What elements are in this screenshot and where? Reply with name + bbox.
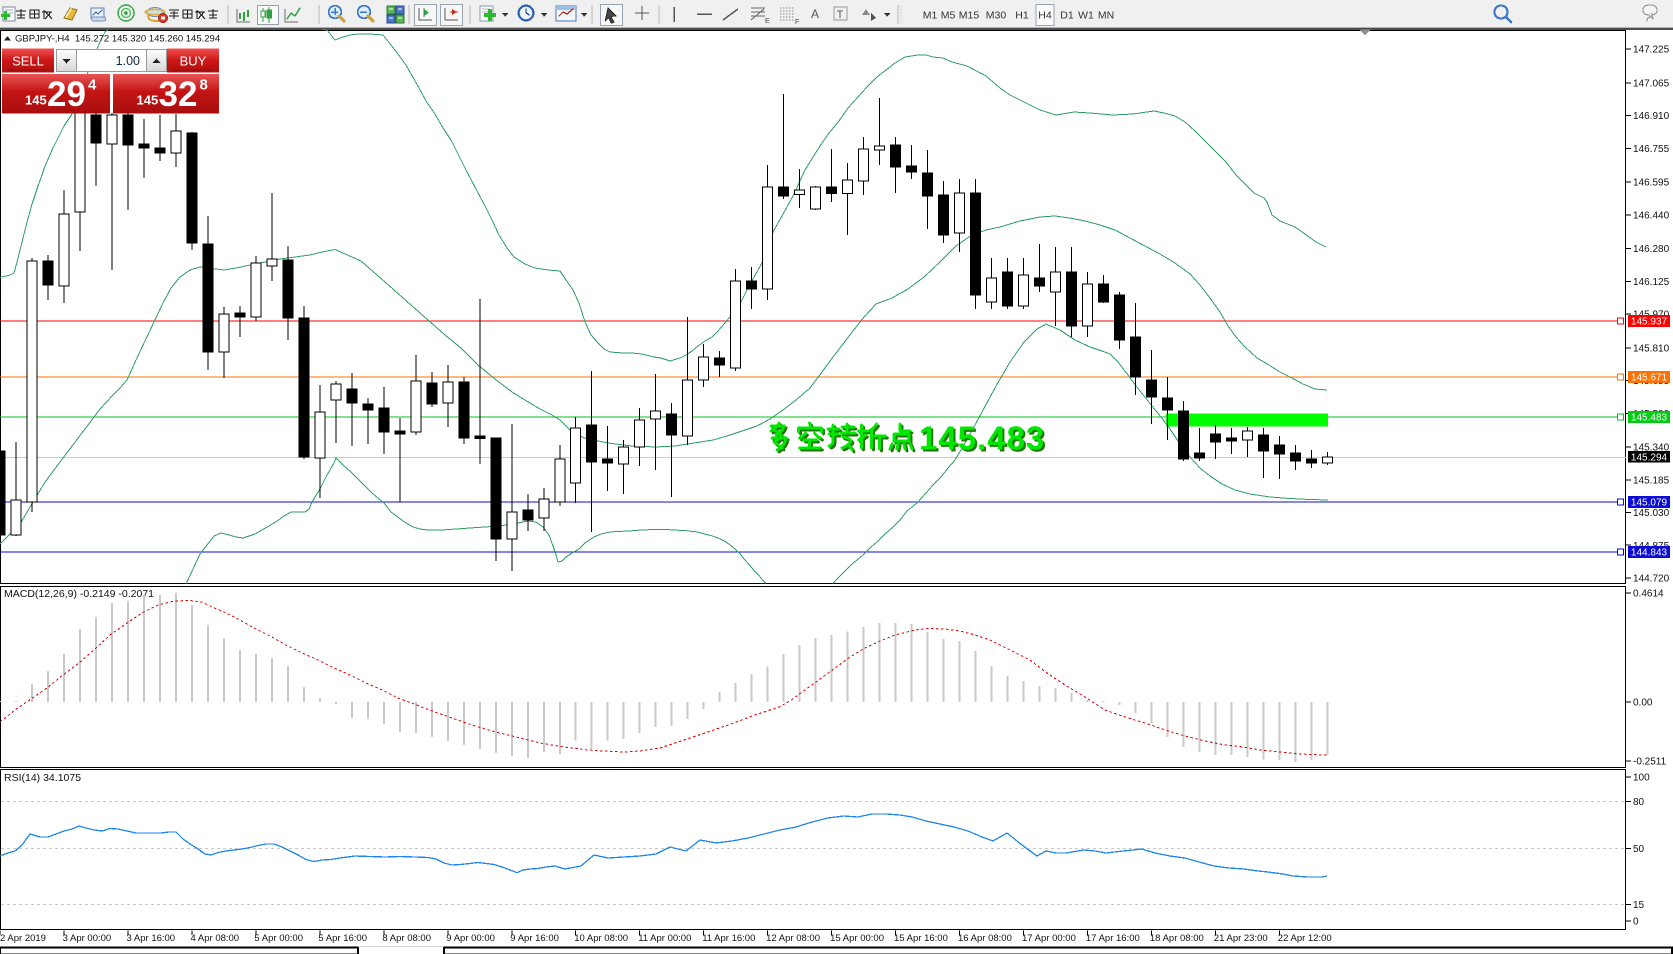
svg-text:17 Apr 16:00: 17 Apr 16:00: [1086, 933, 1140, 944]
svg-text:146.280: 146.280: [1633, 244, 1670, 255]
svg-text:145.810: 145.810: [1633, 344, 1670, 355]
svg-text:145.185: 145.185: [1633, 475, 1670, 486]
svg-text:M30: M30: [986, 10, 1007, 22]
svg-text:D1: D1: [1060, 10, 1074, 22]
svg-text:146.595: 146.595: [1633, 178, 1670, 189]
svg-text:0.4614: 0.4614: [1633, 589, 1664, 600]
svg-text:MN: MN: [1098, 10, 1114, 22]
svg-text:145.483: 145.483: [919, 420, 1045, 457]
svg-text:145.294: 145.294: [1631, 452, 1668, 463]
svg-text:17 Apr 00:00: 17 Apr 00:00: [1022, 933, 1076, 944]
svg-text:145.030: 145.030: [1633, 508, 1670, 519]
svg-text:MACD(12,26,9) -0.2149 -0.2071: MACD(12,26,9) -0.2149 -0.2071: [4, 588, 154, 600]
svg-text:5 Apr 00:00: 5 Apr 00:00: [254, 933, 303, 944]
svg-text:15 Apr 16:00: 15 Apr 16:00: [894, 933, 948, 944]
svg-text:4 Apr 08:00: 4 Apr 08:00: [191, 933, 240, 944]
svg-text:M1: M1: [923, 10, 938, 22]
svg-text:10 Apr 08:00: 10 Apr 08:00: [574, 933, 628, 944]
svg-text:T: T: [837, 9, 844, 21]
svg-text:145.340: 145.340: [1633, 443, 1670, 454]
svg-text:8: 8: [200, 77, 208, 94]
svg-text:16 Apr 08:00: 16 Apr 08:00: [958, 933, 1012, 944]
svg-text:12 Apr 08:00: 12 Apr 08:00: [766, 933, 820, 944]
svg-text:A: A: [811, 7, 819, 21]
svg-text:2 Apr 2019: 2 Apr 2019: [0, 933, 46, 944]
svg-text:50: 50: [1633, 844, 1645, 855]
svg-text:GBPJPY-,H4 145.272 145.320 14: GBPJPY-,H4 145.272 145.320 145.260 145.2…: [15, 34, 220, 45]
svg-text:0.00: 0.00: [1633, 698, 1653, 709]
svg-text:144.720: 144.720: [1633, 574, 1670, 585]
svg-text:15: 15: [1633, 900, 1645, 911]
svg-text:H1: H1: [1015, 10, 1029, 22]
svg-text:147.065: 147.065: [1633, 78, 1670, 89]
svg-text:144.843: 144.843: [1631, 548, 1668, 559]
svg-text:F: F: [795, 19, 799, 26]
svg-text:145.483: 145.483: [921, 422, 1047, 459]
svg-text:145: 145: [137, 93, 159, 108]
svg-text:H4: H4: [1038, 10, 1052, 22]
svg-text:9 Apr 16:00: 9 Apr 16:00: [510, 933, 559, 944]
svg-text:145.079: 145.079: [1631, 498, 1668, 509]
svg-text:-0.2511: -0.2511: [1633, 757, 1667, 768]
svg-text:146.755: 146.755: [1633, 144, 1670, 155]
svg-text:8 Apr 08:00: 8 Apr 08:00: [382, 933, 431, 944]
svg-text:M5: M5: [941, 10, 956, 22]
svg-text:100: 100: [1633, 773, 1650, 784]
svg-text:145.483: 145.483: [1631, 413, 1668, 424]
svg-text:SELL: SELL: [12, 54, 44, 69]
svg-text:RSI(14) 34.1075: RSI(14) 34.1075: [4, 772, 81, 784]
svg-text:1.00: 1.00: [116, 54, 140, 68]
svg-text:3 Apr 00:00: 3 Apr 00:00: [63, 933, 112, 944]
svg-text:80: 80: [1633, 797, 1645, 808]
svg-text:M15: M15: [959, 10, 980, 22]
svg-text:146.910: 146.910: [1633, 111, 1670, 122]
svg-text:21 Apr 23:00: 21 Apr 23:00: [1214, 933, 1268, 944]
svg-text:11 Apr 00:00: 11 Apr 00:00: [638, 933, 691, 944]
svg-text:22 Apr 12:00: 22 Apr 12:00: [1278, 933, 1332, 944]
svg-text:15 Apr 00:00: 15 Apr 00:00: [830, 933, 884, 944]
svg-text:147.225: 147.225: [1633, 45, 1670, 56]
svg-text:9 Apr 00:00: 9 Apr 00:00: [446, 933, 495, 944]
svg-text:145.937: 145.937: [1631, 317, 1668, 328]
svg-text:145.671: 145.671: [1631, 373, 1668, 384]
svg-text:32: 32: [159, 75, 198, 114]
svg-text:4: 4: [88, 77, 97, 94]
svg-text:W1: W1: [1078, 10, 1094, 22]
svg-text:18 Apr 08:00: 18 Apr 08:00: [1150, 933, 1204, 944]
svg-text:0: 0: [1633, 917, 1639, 928]
svg-text:29: 29: [47, 75, 86, 114]
svg-text:146.125: 146.125: [1633, 277, 1670, 288]
svg-text:BUY: BUY: [180, 54, 207, 69]
svg-text:11 Apr 16:00: 11 Apr 16:00: [702, 933, 755, 944]
svg-text:146.440: 146.440: [1633, 210, 1670, 221]
svg-text:145: 145: [25, 93, 47, 108]
svg-text:E: E: [765, 18, 770, 25]
svg-text:3 Apr 16:00: 3 Apr 16:00: [127, 933, 176, 944]
svg-text:5 Apr 16:00: 5 Apr 16:00: [318, 933, 367, 944]
